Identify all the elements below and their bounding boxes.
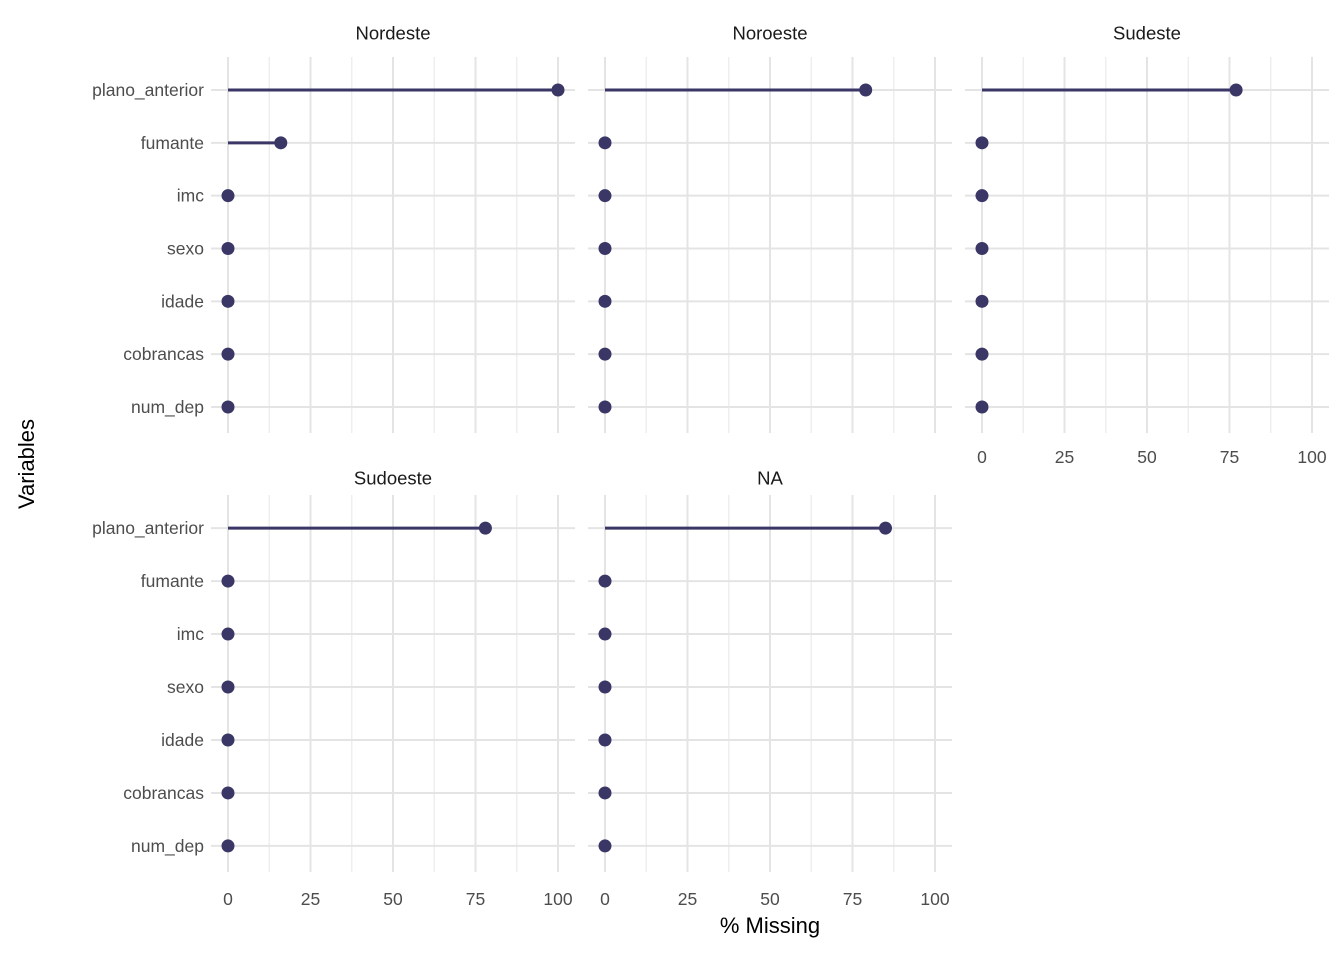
x-tick-label: 50 bbox=[760, 889, 780, 909]
x-tick-label: 50 bbox=[383, 889, 403, 909]
x-tick-label: 0 bbox=[223, 889, 233, 909]
lollipop-dot bbox=[221, 189, 235, 203]
x-tick-label: 75 bbox=[843, 889, 862, 909]
lollipop-dot bbox=[859, 83, 873, 97]
lollipop-dot bbox=[221, 241, 235, 255]
x-axis-title: % Missing bbox=[719, 913, 821, 938]
lollipop-dot bbox=[221, 680, 235, 694]
lollipop-dot bbox=[221, 347, 235, 361]
lollipop-dot bbox=[221, 786, 235, 800]
y-category-label: fumante bbox=[141, 133, 204, 153]
lollipop-dot bbox=[975, 294, 989, 308]
y-category-label: plano_anterior bbox=[92, 518, 204, 539]
lollipop-dot bbox=[598, 839, 612, 853]
lollipop-dot bbox=[975, 241, 989, 255]
lollipop-dot bbox=[274, 136, 288, 150]
x-tick-label: 25 bbox=[1055, 447, 1074, 467]
y-category-label: imc bbox=[177, 186, 204, 206]
lollipop-dot bbox=[221, 574, 235, 588]
lollipop-dot bbox=[975, 136, 989, 150]
facet-title: Nordeste bbox=[355, 23, 430, 44]
x-tick-label: 100 bbox=[543, 889, 572, 909]
x-tick-label: 0 bbox=[977, 447, 987, 467]
lollipop-dot bbox=[598, 574, 612, 588]
facet-title: Noroeste bbox=[732, 23, 807, 44]
y-category-label: num_dep bbox=[131, 836, 204, 857]
x-tick-label: 50 bbox=[1137, 447, 1157, 467]
lollipop-dot bbox=[221, 294, 235, 308]
lollipop-dot bbox=[975, 400, 989, 414]
lollipop-dot bbox=[598, 627, 612, 641]
y-category-label: plano_anterior bbox=[92, 80, 204, 101]
lollipop-dot bbox=[975, 189, 989, 203]
y-category-label: num_dep bbox=[131, 397, 204, 418]
x-tick-label: 25 bbox=[678, 889, 697, 909]
lollipop-dot bbox=[975, 347, 989, 361]
y-category-label: cobrancas bbox=[123, 344, 204, 364]
facet-title: Sudoeste bbox=[354, 468, 432, 489]
lollipop-dot bbox=[598, 241, 612, 255]
y-category-label: sexo bbox=[167, 677, 204, 697]
x-tick-label: 0 bbox=[600, 889, 610, 909]
lollipop-dot bbox=[221, 839, 235, 853]
x-tick-label: 100 bbox=[920, 889, 949, 909]
lollipop-dot bbox=[598, 347, 612, 361]
lollipop-dot bbox=[221, 627, 235, 641]
lollipop-dot bbox=[598, 136, 612, 150]
y-category-label: fumante bbox=[141, 571, 204, 591]
y-category-label: cobrancas bbox=[123, 783, 204, 803]
facet-title: Sudeste bbox=[1113, 23, 1181, 44]
lollipop-dot bbox=[478, 521, 492, 535]
x-tick-label: 25 bbox=[301, 889, 320, 909]
lollipop-dot bbox=[598, 733, 612, 747]
lollipop-dot bbox=[598, 786, 612, 800]
y-category-label: idade bbox=[161, 291, 204, 311]
lollipop-dot bbox=[1229, 83, 1243, 97]
lollipop-dot bbox=[598, 294, 612, 308]
facet-title: NA bbox=[757, 468, 783, 489]
lollipop-dot bbox=[598, 400, 612, 414]
lollipop-dot bbox=[598, 189, 612, 203]
lollipop-dot bbox=[551, 83, 565, 97]
x-tick-label: 75 bbox=[466, 889, 485, 909]
lollipop-dot bbox=[879, 521, 893, 535]
y-category-label: sexo bbox=[167, 238, 204, 258]
x-tick-label: 100 bbox=[1297, 447, 1326, 467]
y-category-label: idade bbox=[161, 730, 204, 750]
y-category-label: imc bbox=[177, 624, 204, 644]
lollipop-dot bbox=[598, 680, 612, 694]
y-axis-title: Variables bbox=[14, 418, 39, 510]
x-tick-label: 75 bbox=[1220, 447, 1239, 467]
lollipop-dot bbox=[221, 733, 235, 747]
lollipop-dot bbox=[221, 400, 235, 414]
